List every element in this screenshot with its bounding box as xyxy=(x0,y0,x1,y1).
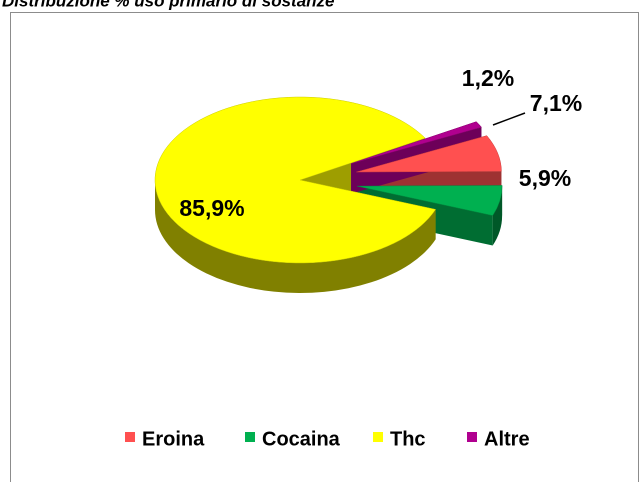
chart-title: Distribuzione % uso primario di sostanze xyxy=(2,0,335,10)
legend-swatch xyxy=(245,432,255,442)
data-label: 5,9% xyxy=(519,165,571,191)
legend-label: Eroina xyxy=(142,428,205,450)
slice xyxy=(351,121,482,164)
legend-swatch xyxy=(125,432,135,442)
legend-label: Thc xyxy=(390,428,426,450)
slice xyxy=(356,135,502,173)
slice-side xyxy=(492,186,503,246)
leader-line xyxy=(492,112,526,126)
slice xyxy=(357,185,503,216)
data-label: 7,1% xyxy=(530,90,582,116)
data-label: 85,9% xyxy=(179,195,244,221)
data-label: 1,2% xyxy=(462,65,514,91)
legend-swatch xyxy=(373,432,383,442)
legend-label: Cocaina xyxy=(262,428,341,450)
slice-side xyxy=(155,180,436,293)
slice xyxy=(154,96,437,264)
legend-label: Altre xyxy=(484,428,530,450)
legend-swatch xyxy=(467,432,477,442)
